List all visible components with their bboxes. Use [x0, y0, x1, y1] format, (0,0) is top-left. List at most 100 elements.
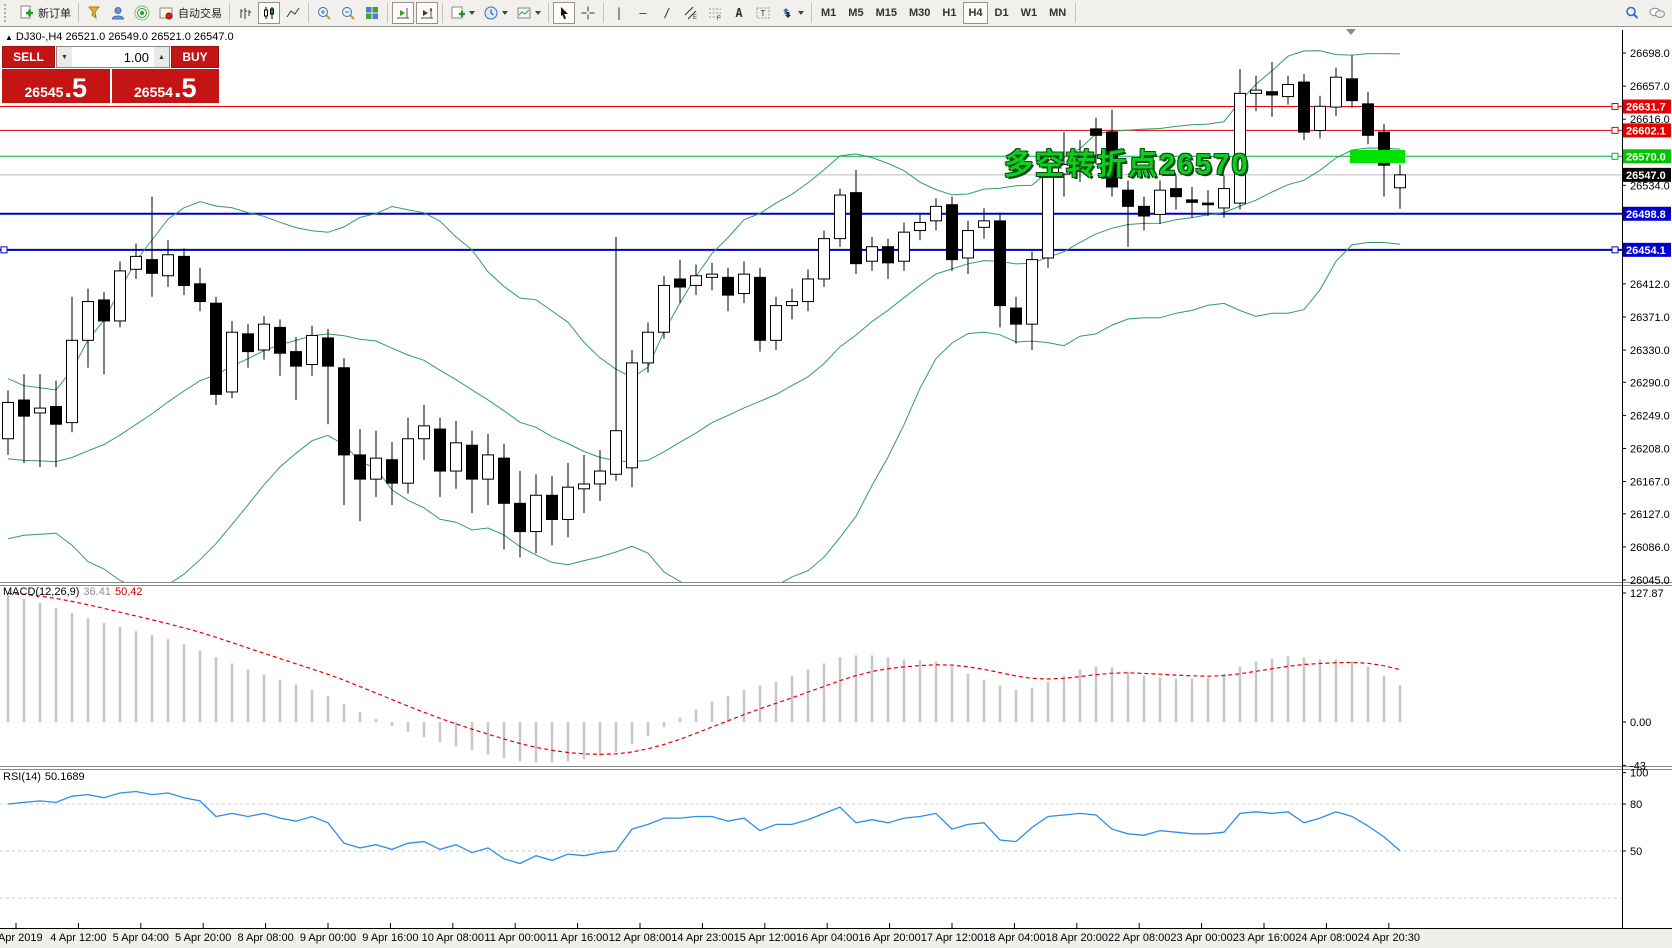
time-label: 11 Apr 00:00 — [484, 932, 546, 944]
time-label: 12 Apr 08:00 — [609, 932, 671, 944]
buy-button[interactable]: BUY — [171, 46, 219, 68]
fibonacci-button[interactable]: F — [704, 2, 726, 24]
svg-text:26454.1: 26454.1 — [1626, 245, 1666, 257]
time-label: 24 Apr 20:30 — [1358, 932, 1420, 944]
timeframe-m1-button[interactable]: M1 — [816, 2, 841, 24]
profile-button[interactable] — [107, 2, 129, 24]
rsi-line — [7, 790, 1401, 865]
new-order-button[interactable]: 新订单 — [15, 2, 74, 24]
crosshair-button[interactable] — [577, 2, 599, 24]
separator — [78, 3, 79, 23]
timeframe-m30-button[interactable]: M30 — [904, 2, 935, 24]
search-button[interactable] — [1621, 2, 1643, 24]
arrows-icon — [783, 8, 791, 18]
cursor-arrow-icon — [561, 7, 568, 20]
axis-tick-label: 50 — [1630, 846, 1642, 858]
symbol-ohlc-info: ▲ DJ30-,H4 26521.0 26549.0 26521.0 26547.… — [5, 31, 234, 43]
svg-text:T: T — [761, 9, 766, 18]
timeframe-w1-button[interactable]: W1 — [1016, 2, 1043, 24]
channel-button[interactable]: E — [680, 2, 702, 24]
sell-price-box[interactable]: 26545 .5 — [2, 69, 110, 103]
chart-shift-button[interactable] — [392, 2, 414, 24]
rsi-value: 50.1689 — [44, 771, 85, 783]
svg-text:26570.0: 26570.0 — [1626, 151, 1666, 163]
volume-input[interactable] — [72, 47, 154, 67]
text-button[interactable]: A — [728, 2, 750, 24]
candles — [2, 55, 1406, 558]
main-price-pane[interactable] — [0, 50, 1622, 596]
axis-tick-label: 26086.0 — [1630, 542, 1670, 554]
time-label: 23 Apr 16:00 — [1233, 932, 1295, 944]
arrows-dropdown[interactable] — [776, 2, 807, 24]
time-label: 3 Apr 2019 — [0, 932, 43, 944]
clock-icon — [484, 6, 498, 20]
axis-tick-label: 26698.0 — [1630, 48, 1670, 60]
time-label: 16 Apr 04:00 — [796, 932, 858, 944]
horizontal-line-icon: — — [639, 6, 647, 20]
axis-tick-label: 26045.0 — [1630, 575, 1670, 587]
styles-button[interactable] — [83, 2, 105, 24]
chart-dropdown-arrow-icon[interactable] — [1346, 29, 1356, 35]
signal-button[interactable] — [131, 2, 153, 24]
new-chart-icon — [451, 6, 465, 19]
periods-dropdown[interactable] — [480, 2, 511, 24]
time-label: 24 Apr 08:00 — [1295, 932, 1357, 944]
rsi-label-text: RSI(14) — [3, 771, 41, 783]
axis-tick-label: 26657.0 — [1630, 81, 1670, 93]
trendline-icon: / — [663, 6, 671, 20]
chevron-down-icon — [502, 11, 508, 15]
svg-text:26631.7: 26631.7 — [1626, 102, 1666, 114]
auto-scroll-button[interactable] — [416, 2, 438, 24]
rsi-pane — [0, 790, 1622, 899]
toolbar-grip[interactable] — [4, 4, 10, 22]
buy-price-pips: .5 — [173, 73, 197, 104]
crosshair-icon — [581, 6, 595, 20]
axis-tick-label: 26412.0 — [1630, 279, 1670, 291]
text-label-button[interactable]: T — [752, 2, 774, 24]
timeframe-m5-button[interactable]: M5 — [843, 2, 868, 24]
time-label: 15 Apr 12:00 — [734, 932, 796, 944]
bar-chart-button[interactable] — [234, 2, 256, 24]
time-label: 14 Apr 23:00 — [671, 932, 733, 944]
tile-windows-button[interactable] — [361, 2, 383, 24]
autotrade-button[interactable]: 自动交易 — [155, 2, 225, 24]
candlestick-chart-button[interactable] — [258, 2, 280, 24]
sell-button[interactable]: SELL — [2, 46, 55, 68]
axis-tick-label: 26208.0 — [1630, 443, 1670, 455]
cursor-button[interactable] — [553, 2, 575, 24]
template-dropdown[interactable] — [513, 2, 544, 24]
new-chart-dropdown[interactable] — [447, 2, 478, 24]
sell-price-main: 26545 — [24, 83, 64, 100]
horizontal-line-button[interactable]: — — [632, 2, 654, 24]
turning-point-annotation[interactable]: 多空转折点26570 — [1004, 149, 1250, 181]
timeframe-mn-button[interactable]: MN — [1044, 2, 1071, 24]
axis-tick-label: 26127.0 — [1630, 509, 1670, 521]
text-icon: A — [735, 6, 743, 20]
one-click-trading-panel: SELL ▼ ▲ BUY 26545 .5 26554 .5 — [2, 46, 219, 103]
volume-down-button[interactable]: ▼ — [57, 47, 72, 67]
buy-price-box[interactable]: 26554 .5 — [111, 69, 219, 104]
timeframe-h1-button[interactable]: H1 — [937, 2, 961, 24]
timeframe-h4-button[interactable]: H4 — [963, 2, 988, 24]
line-chart-button[interactable] — [282, 2, 304, 24]
volume-up-button[interactable]: ▲ — [154, 47, 169, 67]
volume-spinner: ▼ ▲ — [56, 46, 170, 68]
chat-button[interactable] — [1645, 2, 1669, 24]
separator — [811, 3, 812, 23]
vertical-line-button[interactable]: | — [608, 2, 630, 24]
timeframe-m15-button[interactable]: M15 — [871, 2, 902, 24]
timeframe-d1-button[interactable]: D1 — [990, 2, 1014, 24]
chevron-down-icon — [535, 11, 541, 15]
collapse-triangle-icon[interactable]: ▲ — [5, 33, 13, 42]
zoom-out-button[interactable] — [337, 2, 359, 24]
zoom-in-button[interactable] — [313, 2, 335, 24]
highlight-box-26570[interactable] — [1350, 150, 1405, 163]
time-label: 18 Apr 20:00 — [1046, 932, 1108, 944]
line-chart-icon — [286, 7, 300, 18]
axis-price-label — [1623, 242, 1671, 257]
axis-price-label — [1623, 99, 1671, 114]
time-label: 10 Apr 08:00 — [422, 932, 484, 944]
trendline-button[interactable]: / — [656, 2, 678, 24]
axis-tick-label: 26616.0 — [1630, 114, 1670, 126]
